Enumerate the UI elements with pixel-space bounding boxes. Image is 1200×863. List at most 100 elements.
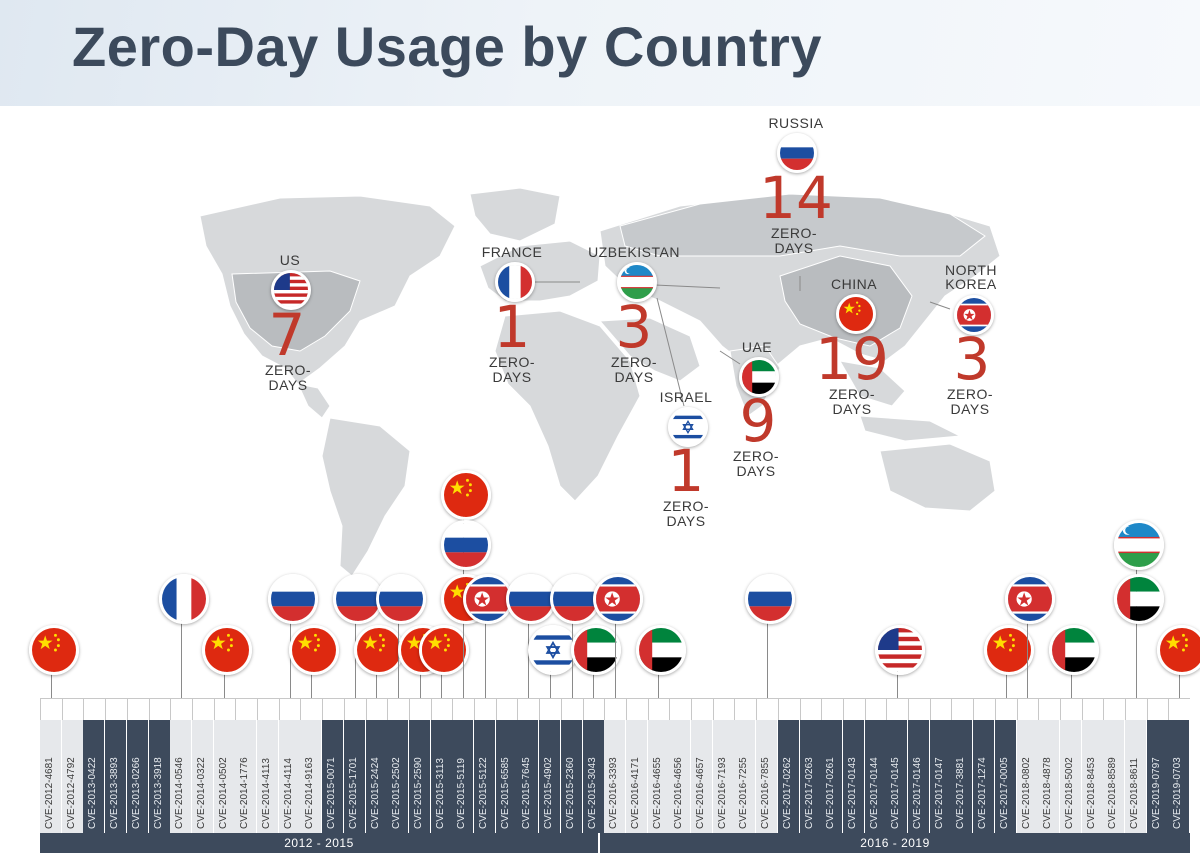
cve-id-label: CVE-2018-4878	[1042, 757, 1054, 829]
cve-id-label: CVE-2014-4114	[282, 758, 294, 829]
timeline-bracket-tick	[1016, 698, 1018, 720]
cve-id-label: CVE-2014-9163	[304, 757, 316, 829]
timeline-bracket-tick	[1103, 698, 1105, 720]
zero-day-count-china: 19	[815, 325, 889, 393]
zero-days-label-israel: ZERO- DAYS	[662, 498, 710, 529]
timeline-bracket-tick	[148, 698, 150, 720]
timeline-bracket-tick	[560, 698, 562, 720]
cve-id-label: CVE-2015-3043	[586, 757, 598, 829]
cve-id-label: CVE-2015-7645	[521, 757, 533, 829]
map-southeast-asia	[839, 360, 906, 407]
cve-cell: CVE-2017-0144	[864, 720, 887, 833]
zero-day-count-france: 1	[493, 293, 531, 361]
cve-id-label: CVE-2018-5002	[1063, 757, 1075, 829]
cve-id-label: CVE-2016-3393	[608, 757, 620, 829]
timeline-bracket-tick	[452, 698, 454, 720]
timeline-bracket-tick	[1059, 698, 1061, 720]
cve-cell: CVE-2015-0071	[322, 720, 345, 833]
cve-id-label: CVE-2017-1274	[977, 757, 989, 829]
cve-id-label: CVE-2015-2360	[564, 757, 576, 829]
timeline-bracket-line	[40, 698, 1191, 699]
timeline-bracket-tick	[777, 698, 779, 720]
cve-id-label: CVE-2013-3918	[152, 757, 164, 829]
cve-cell: CVE-2018-5002	[1059, 720, 1082, 833]
zero-days-label-russia: ZERO- DAYS	[770, 225, 818, 256]
cve-cell: CVE-2015-5122	[474, 720, 496, 833]
cve-cell: CVE-2013-0266	[126, 720, 149, 833]
cve-cell: CVE-2015-2424	[365, 720, 388, 833]
cve-cell: CVE-2016-4656	[669, 720, 692, 833]
cve-id-label: CVE-2014-0546	[174, 757, 186, 829]
country-label-france: FRANCE	[481, 244, 543, 260]
cve-cell: CVE-2015-2590	[408, 720, 431, 833]
map-russia-highlight	[619, 193, 986, 257]
cve-cell: CVE-2018-8589	[1103, 720, 1126, 833]
cve-cell: CVE-2016-7855	[756, 720, 779, 833]
zero-days-label-us: ZERO- DAYS	[264, 362, 312, 393]
timeline-bracket-tick	[908, 698, 909, 720]
timeline-bracket-tick	[734, 698, 736, 720]
timeline-bracket-tick	[517, 698, 519, 720]
timeline-bracket-tick	[604, 698, 606, 720]
timeline-bracket-tick	[691, 698, 692, 720]
cve-id-label: CVE-2016-4657	[695, 757, 706, 829]
us-flag-icon	[271, 270, 311, 310]
timeline-bracket-tick	[1146, 698, 1148, 720]
timeline-bracket-tick	[213, 698, 215, 720]
cve-cell: CVE-2014-1776	[235, 720, 258, 833]
north-korea-flag-icon	[954, 295, 994, 335]
cve-cell: CVE-2017-0005	[994, 720, 1017, 833]
cve-cell: CVE-2012-4792	[61, 720, 84, 833]
cve-cell: CVE-2017-3881	[951, 720, 974, 833]
china-flag-icon	[836, 294, 876, 334]
map-africa	[494, 310, 641, 502]
cve-cell: CVE-2016-7193	[712, 720, 735, 833]
country-label-china: CHINA	[830, 276, 878, 292]
zero-days-label-north-korea: ZERO- DAYS	[946, 386, 994, 417]
cve-cell: CVE-2013-3918	[148, 720, 171, 833]
timeline-bracket-tick	[474, 698, 475, 720]
country-label-uzbekistan: UZBEKISTAN	[588, 244, 680, 260]
cve-id-label: CVE-2013-0422	[87, 757, 99, 829]
cve-id-label: CVE-2017-0005	[998, 757, 1010, 829]
cve-cell: CVE-2015-7645	[517, 720, 540, 833]
cve-id-label: CVE-2016-4656	[673, 757, 685, 829]
timeline-bracket-tick	[126, 698, 128, 720]
timeline-bracket-tick	[387, 698, 389, 720]
cve-id-label: CVE-2014-0502	[217, 757, 229, 829]
cve-id-label: CVE-2016-7855	[760, 757, 772, 829]
timeline-bracket-tick	[40, 698, 41, 720]
timeline-bracket-tick	[235, 698, 237, 720]
timeline-bracket-tick	[300, 698, 302, 720]
cve-id-label: CVE-2019-0797	[1150, 757, 1162, 829]
cve-cell: CVE-2017-0146	[908, 720, 930, 833]
timeline-bracket-tick	[365, 698, 367, 720]
timeline-bracket-tick	[1081, 698, 1083, 720]
timeline-bracket-tick	[625, 698, 627, 720]
cve-cell: CVE-2014-0546	[170, 720, 193, 833]
period-bar-2012-2015: 2012 - 2015	[40, 833, 598, 853]
cve-id-label: CVE-2014-0322	[195, 757, 207, 829]
cve-cell: CVE-2017-0145	[886, 720, 909, 833]
timeline-bracket-tick	[278, 698, 280, 720]
cve-id-label: CVE-2013-0266	[130, 757, 142, 829]
timeline-bracket-tick	[647, 698, 649, 720]
cve-id-label: CVE-2017-0146	[912, 757, 923, 829]
cve-id-label: CVE-2018-8611	[1129, 758, 1140, 829]
cve-cell: CVE-2019-0797	[1146, 720, 1169, 833]
cve-cell: CVE-2015-3043	[582, 720, 605, 833]
cve-id-label: CVE-2015-4902	[543, 757, 555, 829]
cve-id-label: CVE-2013-3893	[109, 757, 121, 829]
cve-cell: CVE-2015-6585	[495, 720, 518, 833]
page-title: Zero-Day Usage by Country	[72, 15, 822, 78]
timeline-bracket-tick	[83, 698, 85, 720]
cve-id-label: CVE-2018-0802	[1020, 757, 1032, 829]
cve-cell: CVE-2017-0262	[777, 720, 800, 833]
timeline-bracket-tick	[539, 698, 541, 720]
cve-cell: CVE-2015-1701	[343, 720, 366, 833]
timeline-bracket-tick	[712, 698, 714, 720]
cve-id-label: CVE-2015-2590	[412, 757, 424, 829]
cve-id-label: CVE-2018-8453	[1085, 757, 1097, 829]
cve-cell: CVE-2017-0263	[799, 720, 822, 833]
map-us-highlight	[231, 270, 361, 352]
